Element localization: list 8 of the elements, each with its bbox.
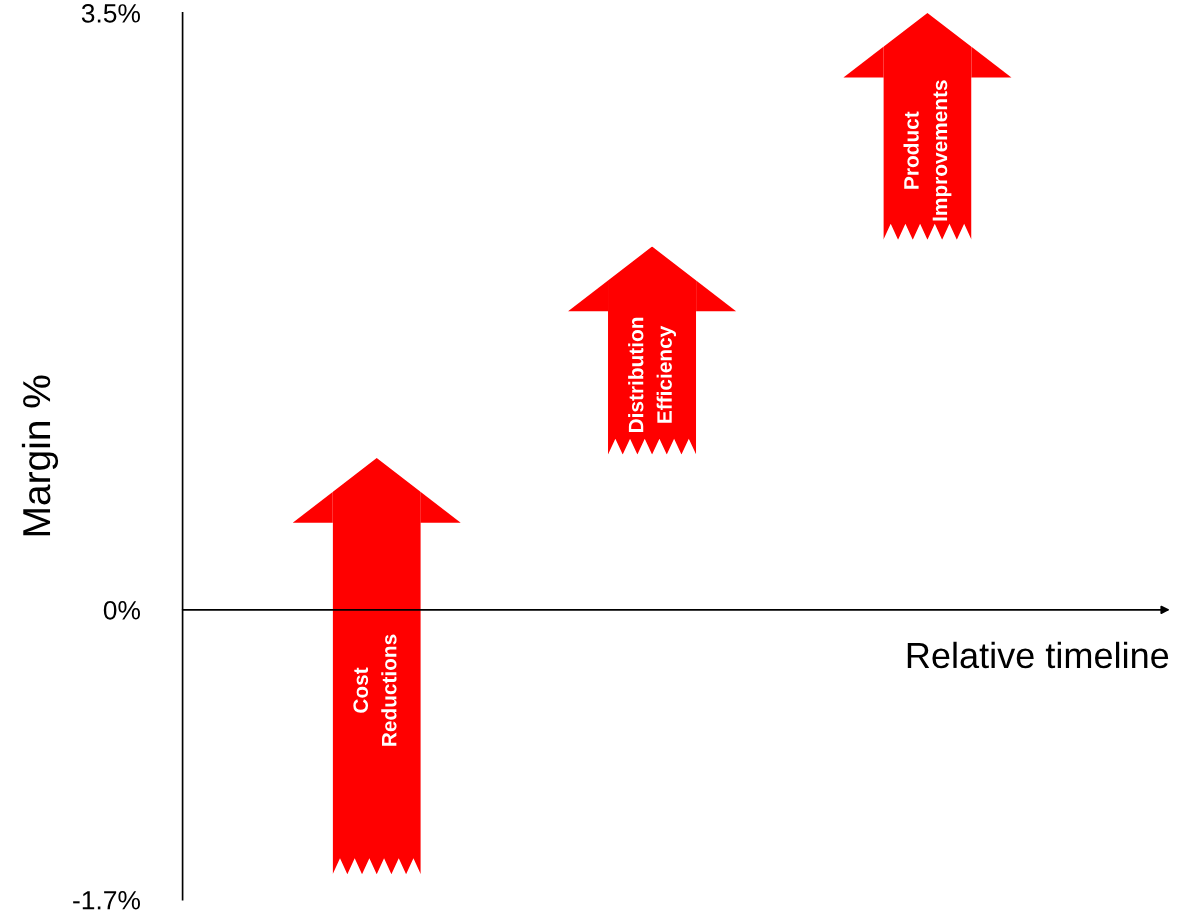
annotation: Distribution Efficiency [628, 317, 677, 433]
y-tick-label: 0% [103, 600, 140, 620]
annotation: Product Improvements [903, 80, 952, 221]
y-axis-title: Margin % [21, 375, 59, 536]
annotation: Relative timeline [907, 641, 1169, 669]
y-tick-label: -1.7% [73, 891, 140, 910]
y-tick-label: 3.5% [81, 4, 140, 23]
annotation: Cost Reductions [353, 634, 397, 746]
